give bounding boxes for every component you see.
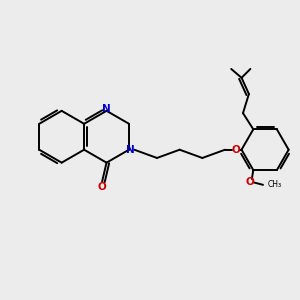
Text: CH₃: CH₃: [268, 180, 282, 189]
Text: N: N: [126, 145, 134, 155]
Text: O: O: [232, 145, 241, 155]
Text: N: N: [102, 104, 111, 114]
Text: O: O: [246, 178, 255, 188]
Text: O: O: [98, 182, 106, 192]
